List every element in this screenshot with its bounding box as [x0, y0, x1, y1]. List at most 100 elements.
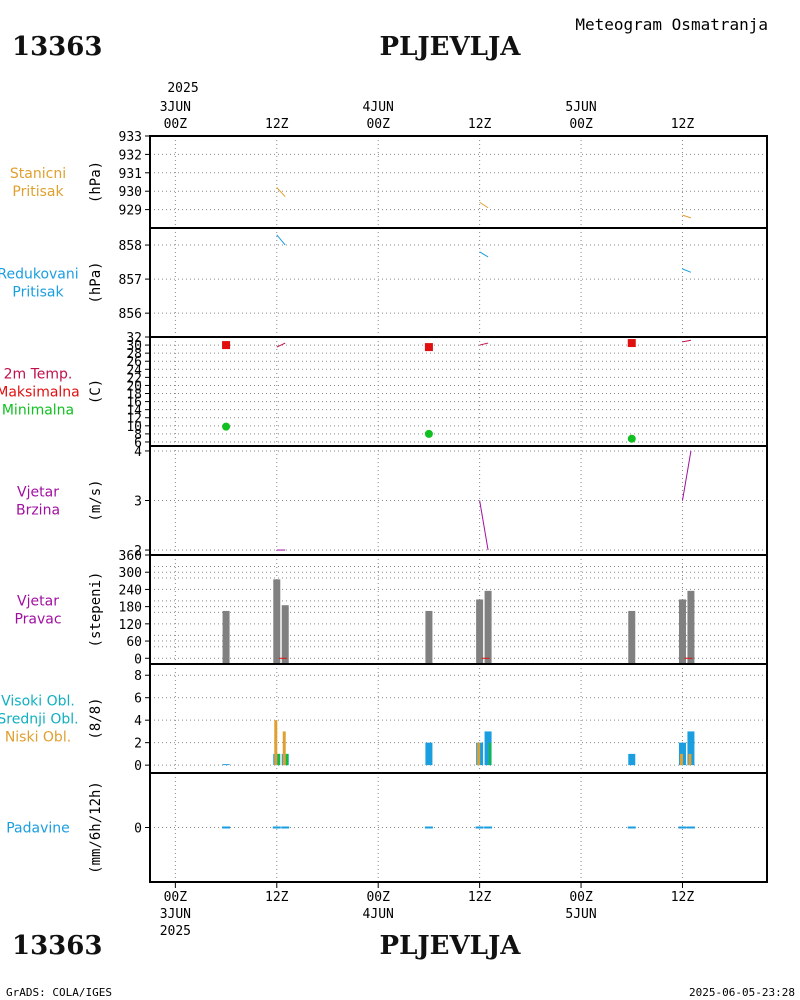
- cloud-low-bar-1: [282, 731, 286, 766]
- wind_direction-ylabel: (stepeni): [88, 572, 104, 648]
- precipitation-bar-7: [678, 826, 687, 829]
- temperature-label-1: Maksimalna: [0, 385, 80, 401]
- plot-area: 929 930 931 932 933 Stanicni Pritisak (hPa) 856 8…: [0, 100, 768, 939]
- wind_direction-bar-4: [476, 599, 484, 664]
- bottom-time-label: 00Z: [569, 890, 593, 905]
- reduced_pressure-series-0-seg-0: [276, 234, 286, 246]
- clouds-ytick-label: 2: [134, 737, 142, 752]
- clouds-panel-frame: [149, 663, 768, 774]
- station-name-top: PLJEVLJA: [380, 32, 522, 62]
- bottom-time-label: 12Z: [265, 890, 289, 905]
- wind_direction-ytick-label: 240: [119, 583, 142, 598]
- temperature-ytick-label: 10: [126, 420, 142, 435]
- bottom-time-label: 2025: [160, 924, 191, 939]
- station_pressure-ytick-label: 931: [119, 167, 142, 182]
- temperature-ytick-label: 18: [126, 388, 142, 403]
- precipitation-label-0: Padavine: [6, 821, 70, 837]
- temperature-ytick-label: 26: [126, 355, 142, 370]
- station_pressure-ytick-label: 933: [119, 130, 142, 145]
- cloud-mid-bar-1: [286, 753, 289, 766]
- station_pressure-label-1: Pritisak: [12, 184, 64, 200]
- clouds-ytick-label: 4: [134, 714, 142, 729]
- temperature-ytick-label: 6: [134, 436, 142, 451]
- reduced_pressure-ytick-label: 857: [119, 273, 142, 288]
- precipitation-ylabel: (mm/6h/12h): [88, 781, 104, 874]
- temperature-label-2: Minimalna: [2, 403, 74, 419]
- station-id-bottom: 13363: [12, 931, 102, 961]
- cloud-high-bar-6: [628, 753, 636, 766]
- bottom-time-label: 00Z: [366, 890, 390, 905]
- precipitation-ytick-label: 0: [134, 822, 142, 837]
- top-time-label: 12Z: [468, 117, 492, 132]
- station_pressure-label-0: Stanicni: [10, 166, 66, 182]
- wind_direction-label-1: Pravac: [14, 612, 61, 628]
- top-time-label: 3JUN: [160, 100, 191, 115]
- temperature-ytick-label: 22: [126, 371, 142, 386]
- temperature-ytick-label: 32: [126, 331, 142, 346]
- temperature-ytick-label: 8: [134, 428, 142, 443]
- clouds-ylabel: (8/8): [88, 697, 104, 739]
- bottom-time-label: 5JUN: [565, 907, 596, 922]
- temperature-series-0-seg-2: [682, 339, 692, 343]
- temperature-ytick-label: 30: [126, 339, 142, 354]
- station_pressure-series-0-seg-1: [479, 201, 489, 209]
- clouds-label-0: Visoki Obl.: [1, 694, 75, 710]
- station-id-top: 13363: [12, 32, 102, 62]
- reduced_pressure-panel-frame: [149, 227, 768, 338]
- bottom-time-label: 12Z: [671, 890, 695, 905]
- temp-max-point: [222, 341, 231, 350]
- wind_direction-ytick-label: 0: [134, 652, 142, 667]
- top-time-label: 5JUN: [565, 100, 596, 115]
- temperature-series-0-seg-0: [276, 342, 286, 348]
- footer-right: 2025-06-05-23:28: [689, 986, 795, 999]
- temp-min-point: [627, 434, 636, 443]
- cloud-low-bar-0: [274, 720, 278, 766]
- temp-min-point: [222, 422, 231, 431]
- precipitation-bar-6: [627, 826, 636, 829]
- station_pressure-ytick-label: 929: [119, 204, 142, 219]
- station_pressure-series-0-seg-2: [682, 214, 692, 219]
- wind_direction-ytick-label: 120: [119, 618, 142, 633]
- reduced_pressure-label-1: Pritisak: [12, 285, 64, 301]
- precipitation-bar-2: [281, 826, 290, 829]
- station_pressure-ytick-label: 930: [119, 185, 142, 200]
- wind_direction-panel-frame: [149, 554, 768, 665]
- cloud-low-bar-3: [679, 753, 683, 766]
- temperature-ylabel: (C): [88, 379, 104, 404]
- reduced_pressure-label-0: Redukovani: [0, 267, 79, 283]
- temperature-label-0: 2m Temp.: [4, 367, 73, 383]
- wind_speed-label-0: Vjetar: [17, 485, 59, 501]
- bottom-time-label: 4JUN: [363, 907, 394, 922]
- clouds-ytick-label: 0: [134, 759, 142, 774]
- top-time-label: 00Z: [164, 117, 188, 132]
- temperature-series-0-seg-1: [479, 342, 489, 346]
- wind_direction-bar-1: [273, 579, 281, 664]
- wind_speed-ylabel: (m/s): [88, 479, 104, 521]
- temperature-ytick-label: 16: [126, 396, 142, 411]
- wind_direction-bar-8: [687, 590, 695, 664]
- wind_speed-ytick-label: 3: [134, 495, 142, 510]
- clouds-label-1: Srednji Obl.: [0, 712, 79, 728]
- top-time-label: 00Z: [366, 117, 390, 132]
- cloud-high-bar-3: [425, 742, 433, 766]
- wind_speed-series-0-seg-2: [681, 450, 692, 501]
- wind_direction-bar-2: [281, 605, 289, 664]
- clouds-ytick-label: 8: [134, 669, 142, 684]
- reduced_pressure-ytick-label: 856: [119, 307, 142, 322]
- cloud-low-bar-2: [477, 742, 481, 766]
- bottom-time-label: 12Z: [468, 890, 492, 905]
- top-time-label: 12Z: [265, 117, 289, 132]
- top-year-label: 2025: [167, 81, 198, 96]
- station_pressure-ylabel: (hPa): [88, 161, 104, 203]
- cloud-low-bar-4: [688, 753, 692, 766]
- temp-max-point: [627, 339, 636, 348]
- wind_direction-bar-5: [484, 590, 492, 664]
- temperature-ytick-label: 14: [126, 404, 142, 419]
- precipitation-bar-3: [424, 826, 433, 829]
- wind_direction-bar-6: [628, 610, 636, 664]
- reduced_pressure-ytick-label: 858: [119, 239, 142, 254]
- footer-left: GrADS: COLA/IGES: [6, 986, 112, 999]
- cloud-mid-bar-0: [277, 753, 280, 766]
- top-time-label: 4JUN: [363, 100, 394, 115]
